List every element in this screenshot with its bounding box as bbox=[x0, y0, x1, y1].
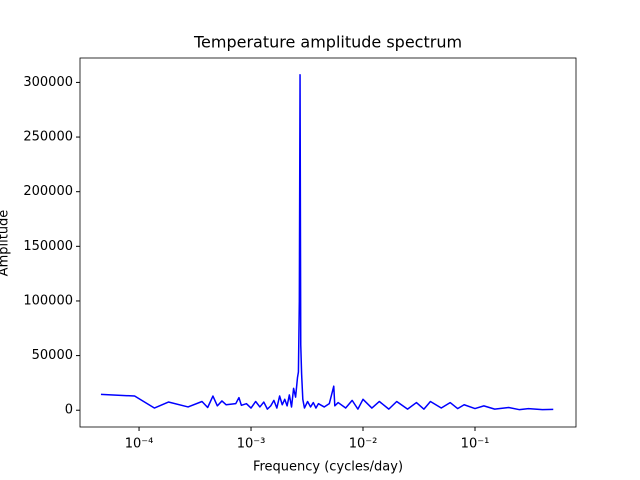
x-tick-label: 10⁻³ bbox=[237, 437, 266, 452]
y-axis-label: Amplitude bbox=[0, 210, 12, 277]
x-tick-label: 10⁻² bbox=[349, 437, 378, 452]
y-tick-label: 50000 bbox=[32, 348, 73, 363]
y-tick-label: 300000 bbox=[23, 75, 73, 90]
x-axis-label: Frequency (cycles/day) bbox=[253, 460, 403, 475]
y-tick-label: 250000 bbox=[23, 130, 73, 145]
data-line bbox=[100, 74, 554, 411]
y-tick-label: 150000 bbox=[23, 239, 73, 254]
x-tick-label: 10⁻¹ bbox=[461, 437, 490, 452]
y-tick-label: 200000 bbox=[23, 184, 73, 199]
x-tick-label: 10⁻⁴ bbox=[125, 437, 154, 452]
y-tick-label: 100000 bbox=[23, 293, 73, 308]
chart-title: Temperature amplitude spectrum bbox=[193, 33, 462, 52]
y-tick-label: 0 bbox=[65, 403, 73, 418]
plot-frame bbox=[79, 57, 577, 428]
